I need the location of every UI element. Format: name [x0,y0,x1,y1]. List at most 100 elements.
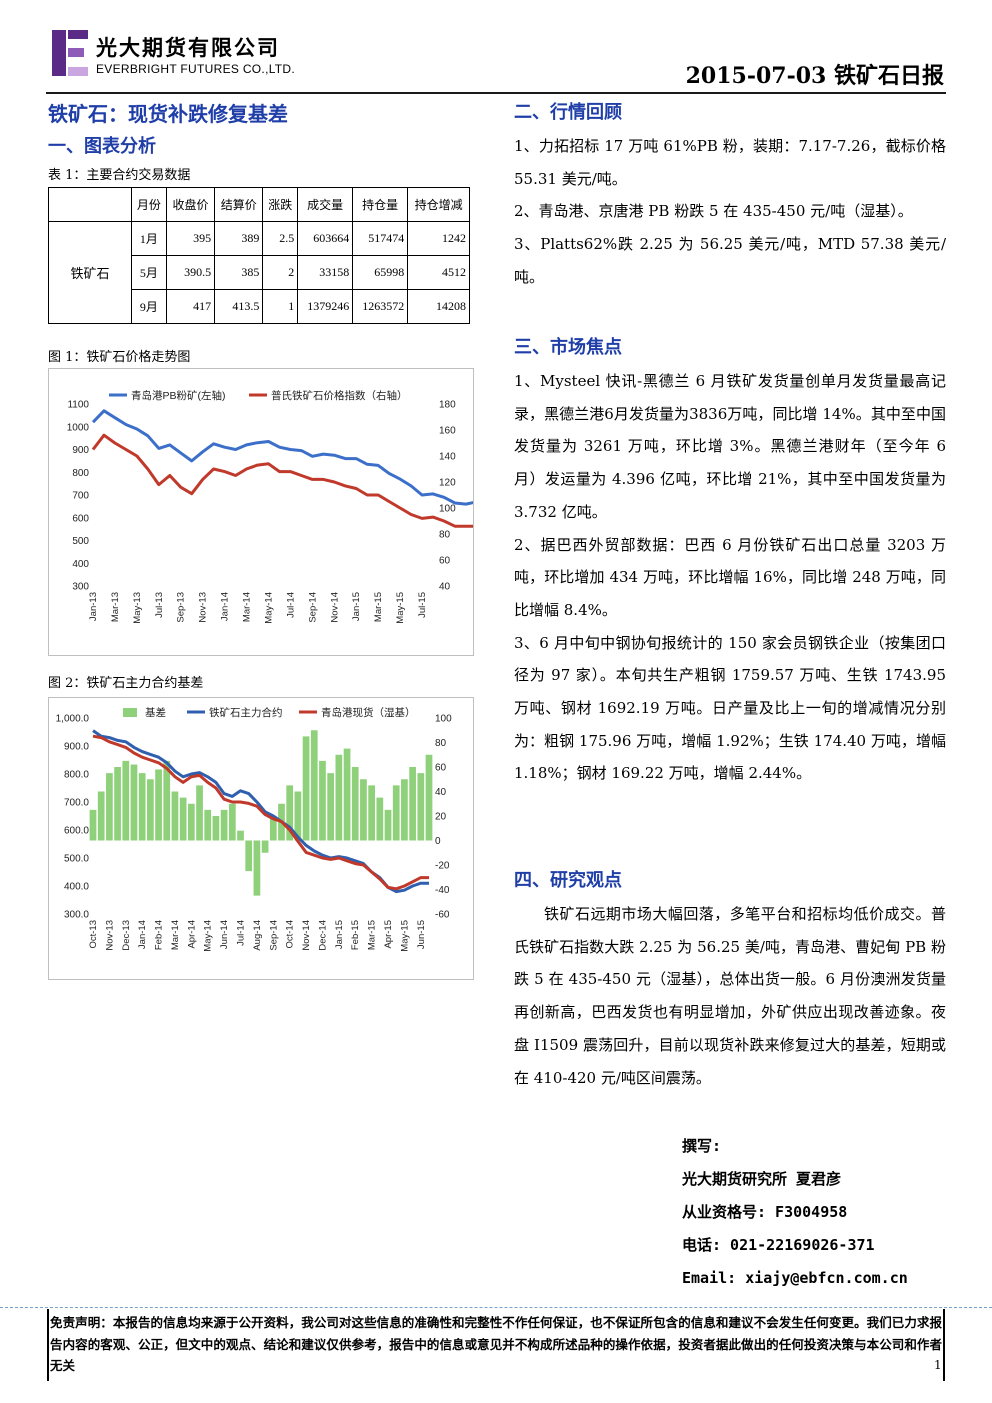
review-item: 2、青岛港、京唐港 PB 粉跌 5 在 435-450 元/吨（湿基）。 [514,202,913,221]
y-left-tick-label: 300 [72,582,89,593]
series-line [92,734,429,891]
x-tick-label: Jan-14 [220,592,231,621]
table-header-cell: 成交量 [297,187,354,222]
table-cell: 417 [165,289,216,324]
price-trend-chart-svg: 1100 1000 900 800 700 600 500 400 300 180 160 140 12… [67,389,752,624]
table-cell: 389 [214,221,264,256]
review-item: 1、力拓招标 17 万吨 61%PB 粉，装期：7.17-7.26，截标价格 5… [514,137,946,188]
x-tick-label: Jul-14 [285,592,296,618]
table-header-cell: 月份 [131,187,167,222]
table-cell: 385 [214,255,264,290]
table-cell: 9月 [131,289,167,324]
author-name: 光大期货研究所 夏君彦 [682,1170,842,1188]
table-cell: 395 [165,221,216,256]
y-left-tick-label: 1000 [67,422,90,433]
contract-data-table: 月份 收盘价 结算价 涨跌 成交量 持仓量 持仓增减 铁矿石 1月 395 38… [48,187,470,324]
table-row: 5月 390.5 385 2 33158 65998 4512 [49,255,470,290]
basis-bar [261,840,269,853]
x-tick-label: Mar-13 [110,592,121,622]
table-cell: 1379246 [297,289,354,324]
table-row: 铁矿石 1月 395 389 2.5 603664 517474 1242 [48,221,470,324]
basis-bar [286,785,294,841]
table-header-cell: 结算价 [214,187,264,222]
y-right-tick-label: 140 [439,452,456,463]
y-right-tick-label: 160 [439,426,456,437]
x-tick-label: May-15 [399,920,410,952]
table-header-row: 月份 收盘价 结算价 涨跌 成交量 持仓量 持仓增减 [48,187,470,222]
x-tick-label: Jun-15 [416,920,427,949]
table-cell: 4512 [407,255,470,290]
y-left-tick-label: 700.0 [64,798,89,809]
y-right-tick-label: -20 [435,861,450,872]
disclaimer-frame [47,1309,945,1381]
table-cell: 1月 [131,221,167,256]
table-header-blank [48,187,132,222]
y-left-tick-label: 900 [72,445,89,456]
basis-bar [302,736,310,841]
basis-bar [319,760,326,841]
legend-label: 普氏铁矿石价格指数（右轴） [271,389,408,402]
section-title-review: 二、行情回顾 [514,102,622,123]
basis-bar [220,809,228,841]
x-tick-label: Jul-15 [417,592,428,618]
y-right-tick-label: 0 [435,836,441,847]
x-tick-label: Nov-13 [198,592,209,623]
page-number: 1 [934,1358,942,1372]
review-item: 3、Platts62%跌 2.25 为 56.25 美元/吨，MTD 57.38… [514,235,946,286]
figure1-caption: 图 1：铁矿石价格走势图 [48,350,191,365]
x-tick-label: May-15 [395,592,406,624]
y-right-tick-label: 60 [439,556,451,567]
table-row-label: 铁矿石 [48,221,132,324]
y-right-tick-label: 80 [439,530,451,541]
table-cell: 1263572 [352,289,409,324]
view-text: 铁矿石远期市场大幅回落，多笔平台和招标均低价成交。普氏铁矿石指数大跌 2.25 … [514,905,946,1087]
x-tick-label: Oct-14 [285,920,296,949]
y-right-tick-label: 80 [435,738,447,749]
x-tick-label: Mar-15 [367,920,378,950]
basis-bar [114,767,121,841]
table-cell: 5月 [131,255,167,290]
legend-swatch [123,708,137,717]
x-tick-label: Dec-14 [317,920,328,951]
x-tick-label: Apr-14 [186,920,197,949]
y-left-tick-label: 400 [72,559,89,570]
x-tick-label: Jan-15 [334,920,345,949]
basis-bar [155,769,162,841]
basis-bar [228,803,236,841]
y-right-tick-label: -40 [435,885,450,896]
y-right-tick-label: 40 [435,787,447,798]
x-tick-label: Feb-15 [350,920,361,950]
basis-bar [163,760,171,841]
x-tick-label: Jul-13 [154,592,165,618]
basis-bar [138,773,146,841]
table-cell: 413.5 [214,289,264,324]
basis-bar [360,779,367,841]
table-header-cell: 收盘价 [165,187,216,222]
section-title-view: 四、研究观点 [514,870,622,891]
x-tick-label: Mar-14 [170,920,181,950]
series-line [91,409,752,565]
x-tick-label: Jul-14 [236,920,247,946]
basis-bar [245,840,253,872]
section-title-charts: 一、图表分析 [48,136,156,157]
y-right-tick-label: 180 [439,400,456,411]
y-left-tick-label: 400.0 [64,882,89,893]
company-name-en: EVERBRIGHT FUTURES CO.,LTD. [96,62,296,76]
disclaimer-text: 免责声明：本报告的信息均来源于公开资料，我公司对这些信息的准确性和完整性不作任何… [50,1315,942,1373]
basis-bar [335,754,343,841]
y-left-tick-label: 800 [72,468,89,479]
basis-bar [212,816,220,841]
focus-item: 1、Mysteel 快讯-黑德兰 6 月铁矿发货量创单月发货量最高记录，黑德兰港… [514,372,946,521]
table-cell: 2.5 [262,221,299,256]
table-row: 9月 417 413.5 1 1379246 1263572 14208 [49,289,470,324]
table-header-cell: 持仓增减 [407,187,470,222]
basis-bar [310,730,318,841]
basis-bar [237,830,244,841]
y-right-tick-label: 60 [435,763,447,774]
basis-bar [187,803,195,841]
main-headline: 铁矿石：现货补跌修复基差 [48,102,288,126]
basis-bar [196,785,203,841]
review-list: 1、力拓招标 17 万吨 61%PB 粉，装期：7.17-7.26，截标价格 5… [514,130,946,294]
y-left-tick-label: 1,000.0 [56,714,90,725]
series-line [91,433,752,578]
